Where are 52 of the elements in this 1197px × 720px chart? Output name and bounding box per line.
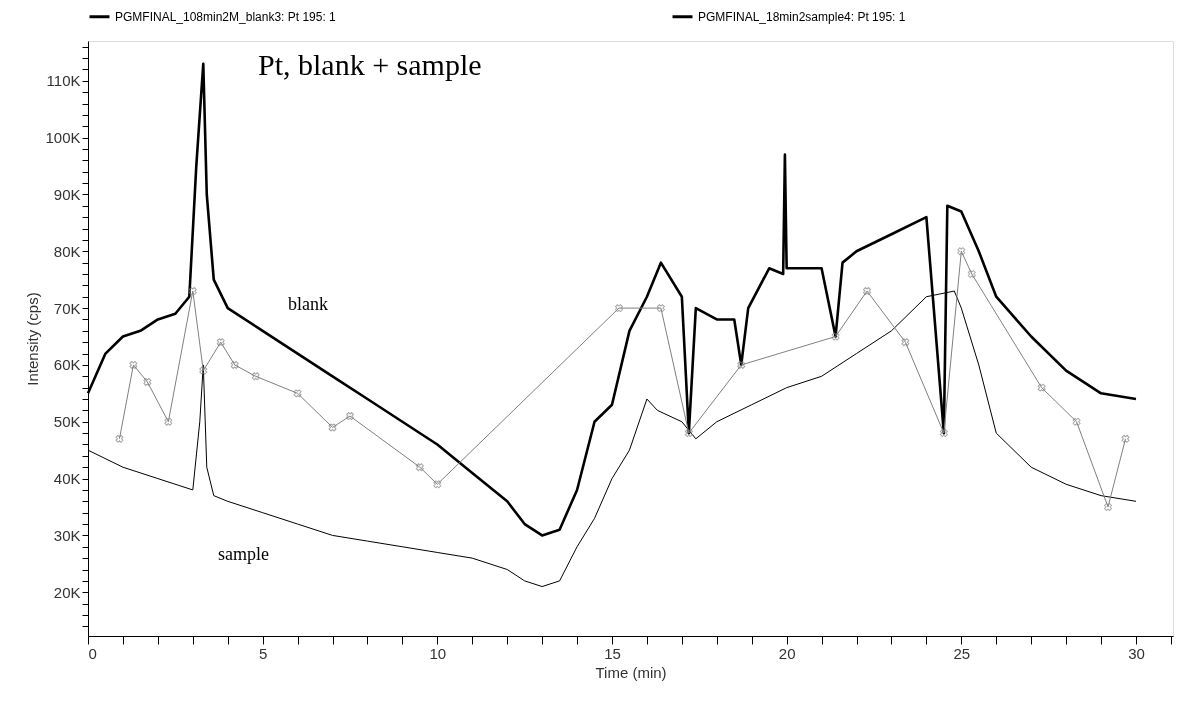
point	[862, 287, 871, 296]
point	[1121, 434, 1130, 443]
y-tick-label: 80K	[53, 242, 81, 260]
point	[901, 338, 910, 347]
point	[143, 377, 152, 386]
point	[129, 360, 138, 369]
annotation: Pt, blank + sample	[258, 48, 482, 81]
point	[957, 247, 966, 256]
point	[684, 429, 693, 438]
point	[345, 412, 354, 421]
x-tick-label: 5	[258, 644, 268, 662]
y-tick-label: 110K	[46, 72, 81, 90]
point	[415, 463, 424, 472]
x-tick-label: 10	[429, 644, 447, 662]
y-tick-label: 30K	[53, 526, 81, 544]
x-tick-label: 25	[953, 644, 971, 662]
point	[115, 434, 124, 443]
x-tick-label: 15	[604, 644, 621, 662]
point	[1104, 503, 1113, 511]
point	[251, 372, 260, 381]
annotation: sample	[218, 544, 269, 564]
y-tick-label: 90K	[53, 185, 81, 203]
point	[199, 366, 208, 375]
annotation: blank	[288, 294, 328, 314]
point	[328, 423, 337, 432]
point	[831, 332, 840, 341]
point	[939, 429, 948, 438]
y-tick-label: 100K	[45, 129, 81, 147]
y-tick-label: 70K	[53, 299, 81, 317]
point	[216, 338, 225, 347]
x-tick-label: 20	[778, 644, 796, 662]
y-tick-label: 40K	[53, 470, 81, 488]
point	[433, 480, 442, 489]
point	[164, 417, 173, 426]
point	[614, 304, 623, 313]
point	[737, 360, 746, 369]
point	[188, 287, 197, 296]
y-tick-label: 50K	[53, 413, 81, 431]
y-tick-label: 20K	[53, 583, 81, 601]
x-tick-label: 0	[88, 644, 97, 662]
point	[1072, 417, 1081, 426]
point	[967, 270, 976, 278]
point	[656, 304, 665, 313]
y-tick-label: 60K	[53, 356, 81, 374]
x-axis-title: Time (min)	[595, 663, 667, 681]
legend-label: PGMFINAL_18min2sample4: Pt 195: 1	[698, 9, 906, 24]
x-tick-label: 30	[1128, 644, 1145, 662]
point	[293, 389, 302, 398]
legend-label: PGMFINAL_108min2M_blank3: Pt 195: 1	[115, 9, 337, 24]
point	[1037, 383, 1046, 392]
point	[230, 360, 239, 369]
y-axis-title: Intensity (cps)	[24, 292, 42, 386]
